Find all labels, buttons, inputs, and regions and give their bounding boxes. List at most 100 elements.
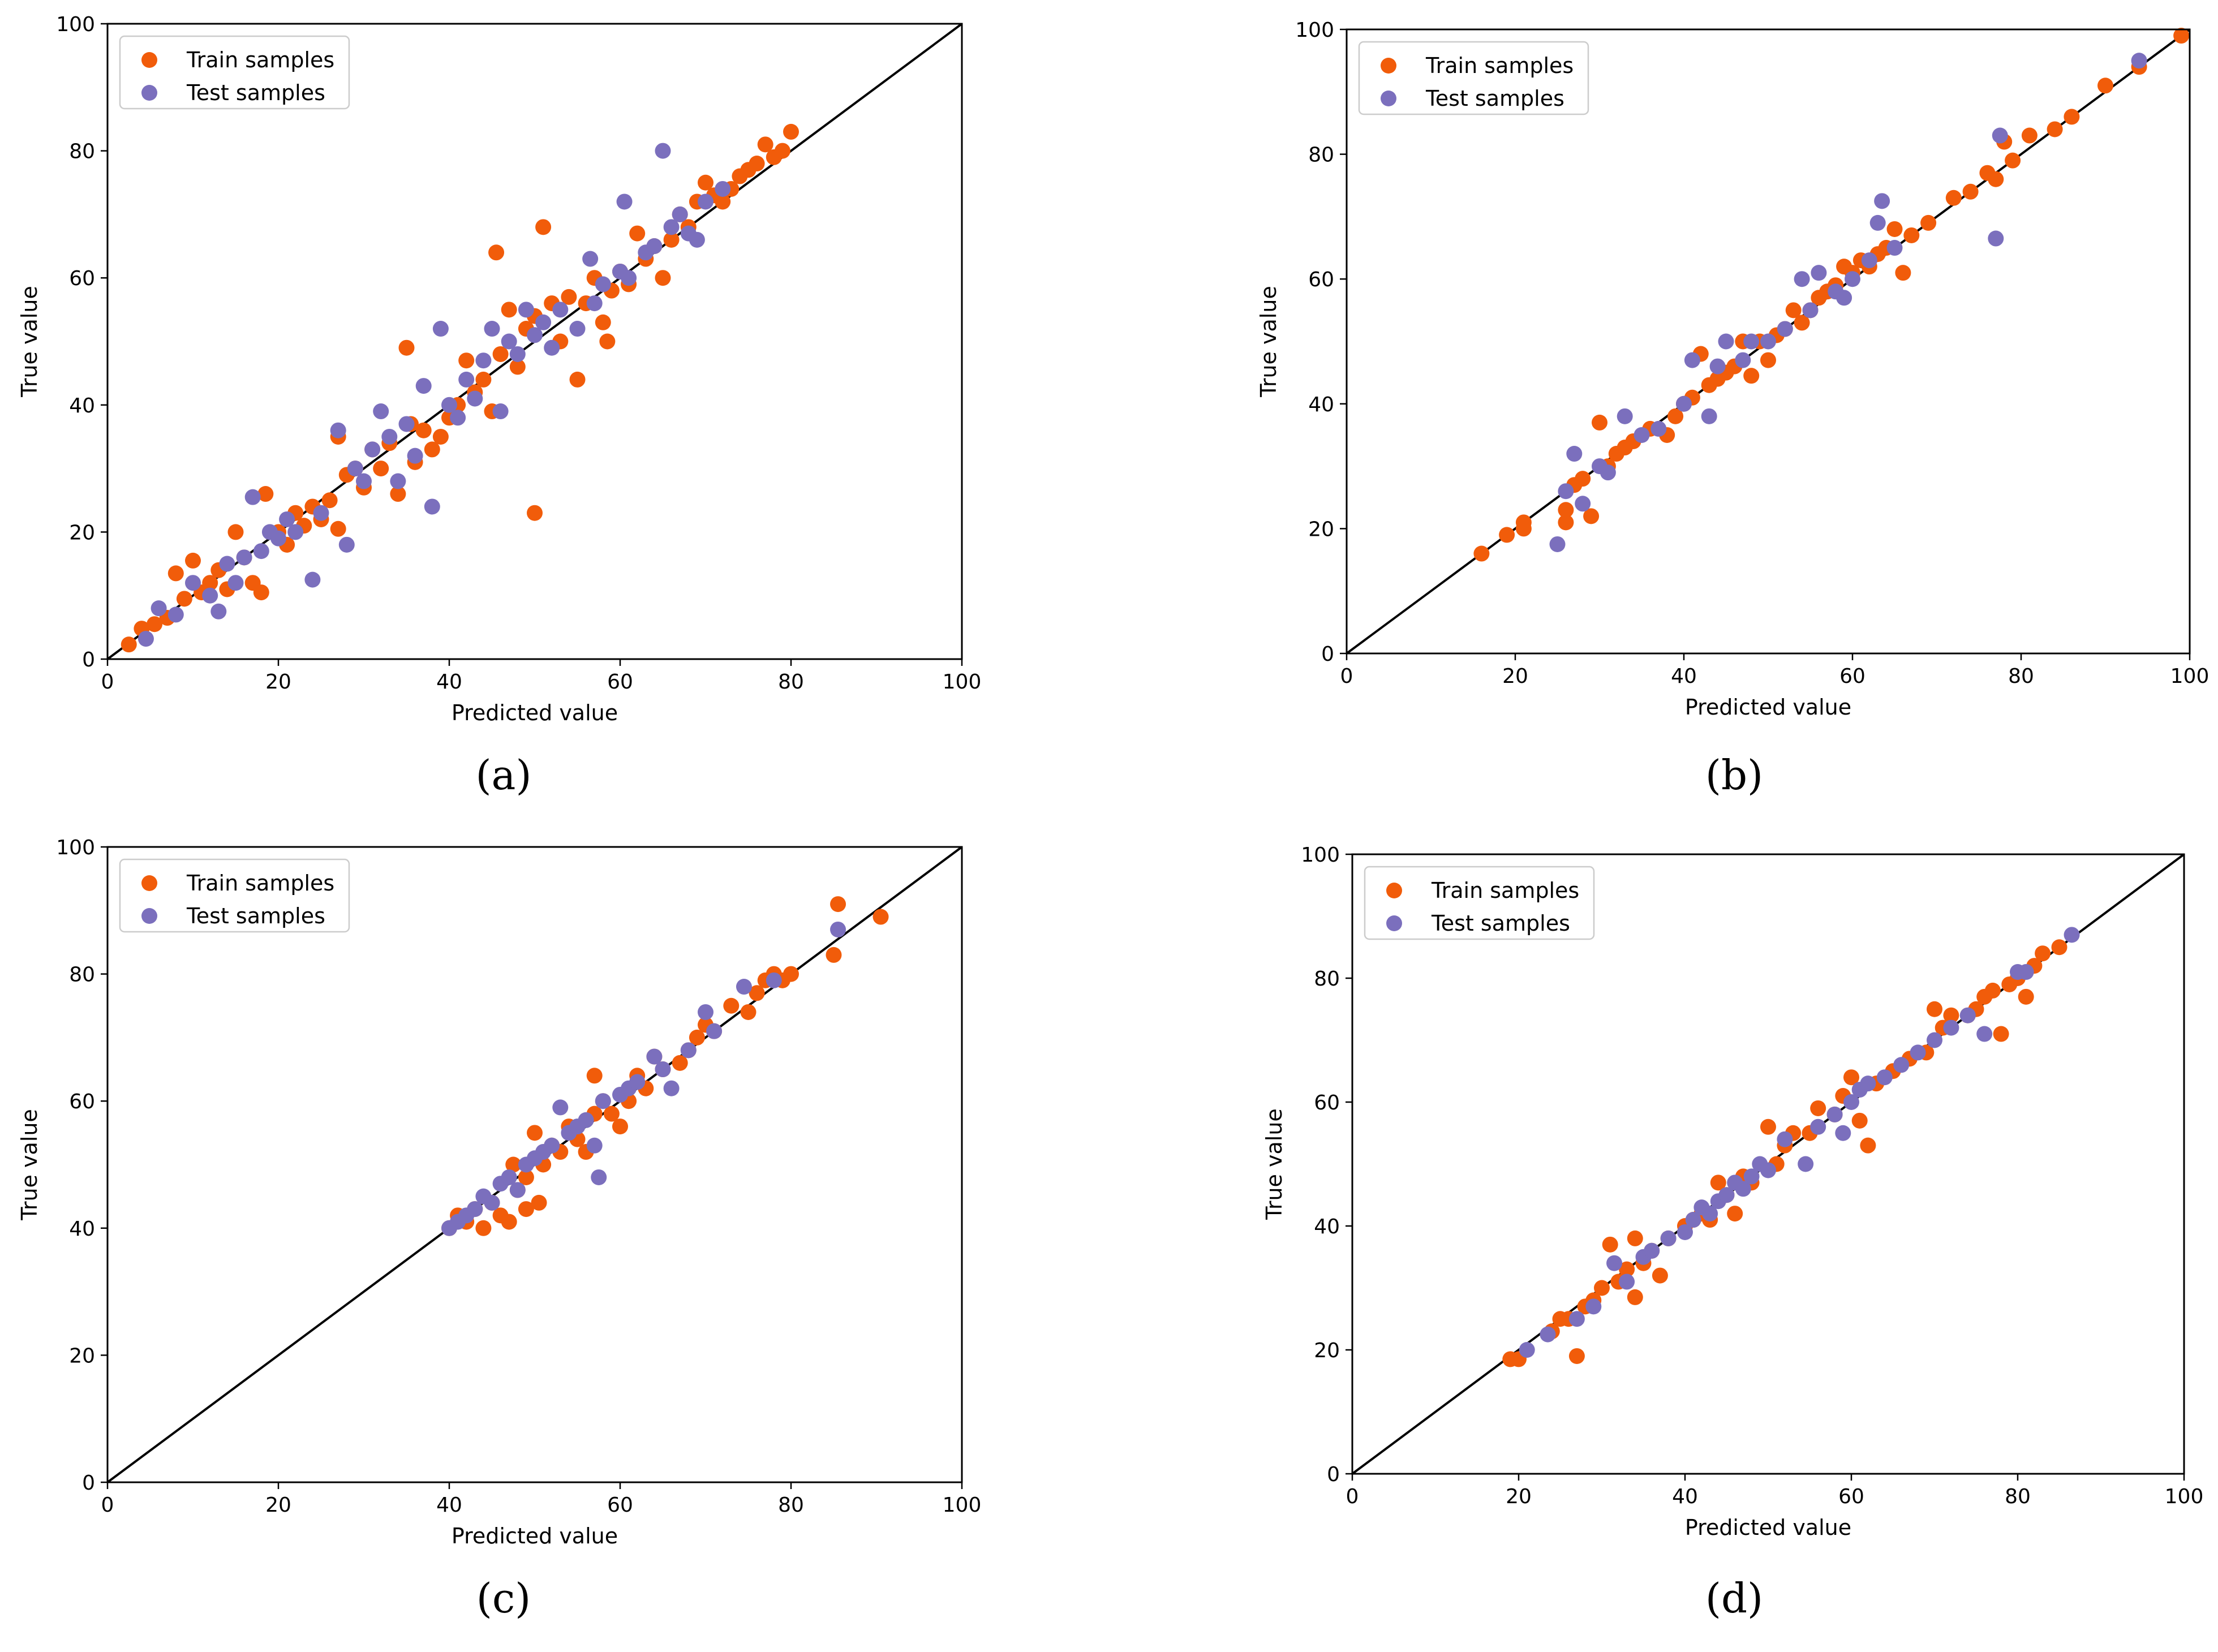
x-tick-label: 100 xyxy=(2170,665,2210,688)
train-point xyxy=(475,371,492,388)
test-point xyxy=(1634,427,1650,443)
train-point xyxy=(2047,121,2063,137)
test-point xyxy=(1835,1125,1851,1141)
legend-train-label: Train samples xyxy=(186,871,334,896)
x-tick-label: 40 xyxy=(1672,1485,1698,1508)
test-point xyxy=(1777,321,1793,337)
test-point xyxy=(424,498,440,515)
test-point xyxy=(1558,483,1574,500)
train-point xyxy=(518,1201,534,1218)
train-point xyxy=(1558,502,1574,518)
train-point xyxy=(586,1068,603,1084)
test-point xyxy=(1802,302,1819,319)
train-point xyxy=(698,174,713,191)
train-point xyxy=(1843,1069,1859,1086)
test-point xyxy=(1644,1242,1660,1259)
train-point xyxy=(689,1029,705,1046)
test-point xyxy=(338,536,355,553)
legend-test-label: Test samples xyxy=(1425,86,1564,111)
test-point xyxy=(1959,1007,1976,1023)
test-point xyxy=(595,1093,611,1109)
train-point xyxy=(535,219,552,235)
y-tick-label: 100 xyxy=(56,13,95,36)
test-point xyxy=(1676,395,1692,412)
test-point xyxy=(595,276,611,292)
train-point xyxy=(672,1055,688,1071)
train-point xyxy=(715,193,731,210)
train-point xyxy=(202,575,218,591)
train-point xyxy=(475,1220,492,1236)
test-point xyxy=(236,549,252,566)
series-test xyxy=(1549,53,2147,552)
legend-box xyxy=(119,35,350,110)
y-tick-label: 100 xyxy=(1295,19,1334,42)
y-tick-label: 20 xyxy=(1308,518,1334,541)
legend: Train samples Test samples xyxy=(1364,866,1595,940)
test-point xyxy=(1701,408,1717,424)
y-tick-label: 60 xyxy=(1308,268,1334,291)
test-point xyxy=(2131,53,2147,69)
test-point xyxy=(655,143,671,159)
legend-train-label: Train samples xyxy=(186,48,334,72)
y-tick-label: 60 xyxy=(69,267,95,290)
test-point xyxy=(1702,1206,1718,1222)
test-point xyxy=(569,321,586,337)
test-point xyxy=(1606,1255,1623,1271)
test-point xyxy=(1743,333,1760,350)
test-point xyxy=(1874,193,1890,209)
legend: Train samples Test samples xyxy=(119,35,350,110)
x-tick-label: 0 xyxy=(101,1494,114,1517)
test-point xyxy=(501,1169,517,1185)
test-point xyxy=(347,461,363,477)
train-point xyxy=(432,428,449,445)
x-tick-label: 40 xyxy=(436,670,462,694)
test-point xyxy=(1836,290,1852,306)
train-point xyxy=(2021,127,2038,144)
test-point xyxy=(663,1080,680,1096)
train-point xyxy=(783,966,799,982)
x-tick-label: 0 xyxy=(101,670,114,694)
x-tick-label: 80 xyxy=(2005,1485,2031,1508)
test-point xyxy=(1861,252,1877,269)
y-tick-label: 80 xyxy=(69,963,95,987)
test-point xyxy=(381,428,398,445)
train-point xyxy=(330,520,346,537)
legend-test-marker xyxy=(1386,915,1402,931)
test-point xyxy=(591,1169,607,1185)
train-point xyxy=(1743,368,1760,384)
test-point xyxy=(1826,1106,1843,1122)
train-point xyxy=(424,441,440,458)
train-point xyxy=(501,1214,517,1230)
test-point xyxy=(407,448,423,464)
test-point xyxy=(830,921,846,937)
test-point xyxy=(616,193,633,210)
test-point xyxy=(450,410,466,426)
test-point xyxy=(1709,358,1726,375)
test-point xyxy=(582,251,599,267)
train-point xyxy=(612,1118,628,1135)
train-point xyxy=(1515,514,1532,531)
test-point xyxy=(287,524,304,540)
test-point xyxy=(509,346,526,362)
test-point xyxy=(441,397,457,413)
train-point xyxy=(1627,1230,1643,1246)
y-tick-label: 40 xyxy=(69,394,95,418)
test-point xyxy=(663,219,680,235)
y-axis-label: True value xyxy=(17,286,42,398)
test-point xyxy=(1566,446,1583,462)
train-point xyxy=(1886,221,1903,237)
panel-b: 0 20 40 60 80 100 0 20 40 60 80 100 Predicted value T… xyxy=(1256,19,2209,799)
y-axis-label: True value xyxy=(1262,1108,1287,1220)
test-point xyxy=(698,193,713,210)
x-tick-label: 80 xyxy=(2008,665,2034,688)
legend-box xyxy=(1358,41,1589,115)
panel-a: 0 20 40 60 80 100 0 20 40 60 80 100 Predicted value T… xyxy=(17,13,981,799)
series-test xyxy=(1519,927,2080,1358)
series-train xyxy=(121,123,799,653)
y-tick-label: 80 xyxy=(1308,144,1334,167)
y-axis-label: True value xyxy=(17,1109,42,1221)
train-point xyxy=(253,584,269,601)
test-point xyxy=(210,603,227,620)
train-point xyxy=(1575,471,1591,487)
test-point xyxy=(279,511,295,527)
